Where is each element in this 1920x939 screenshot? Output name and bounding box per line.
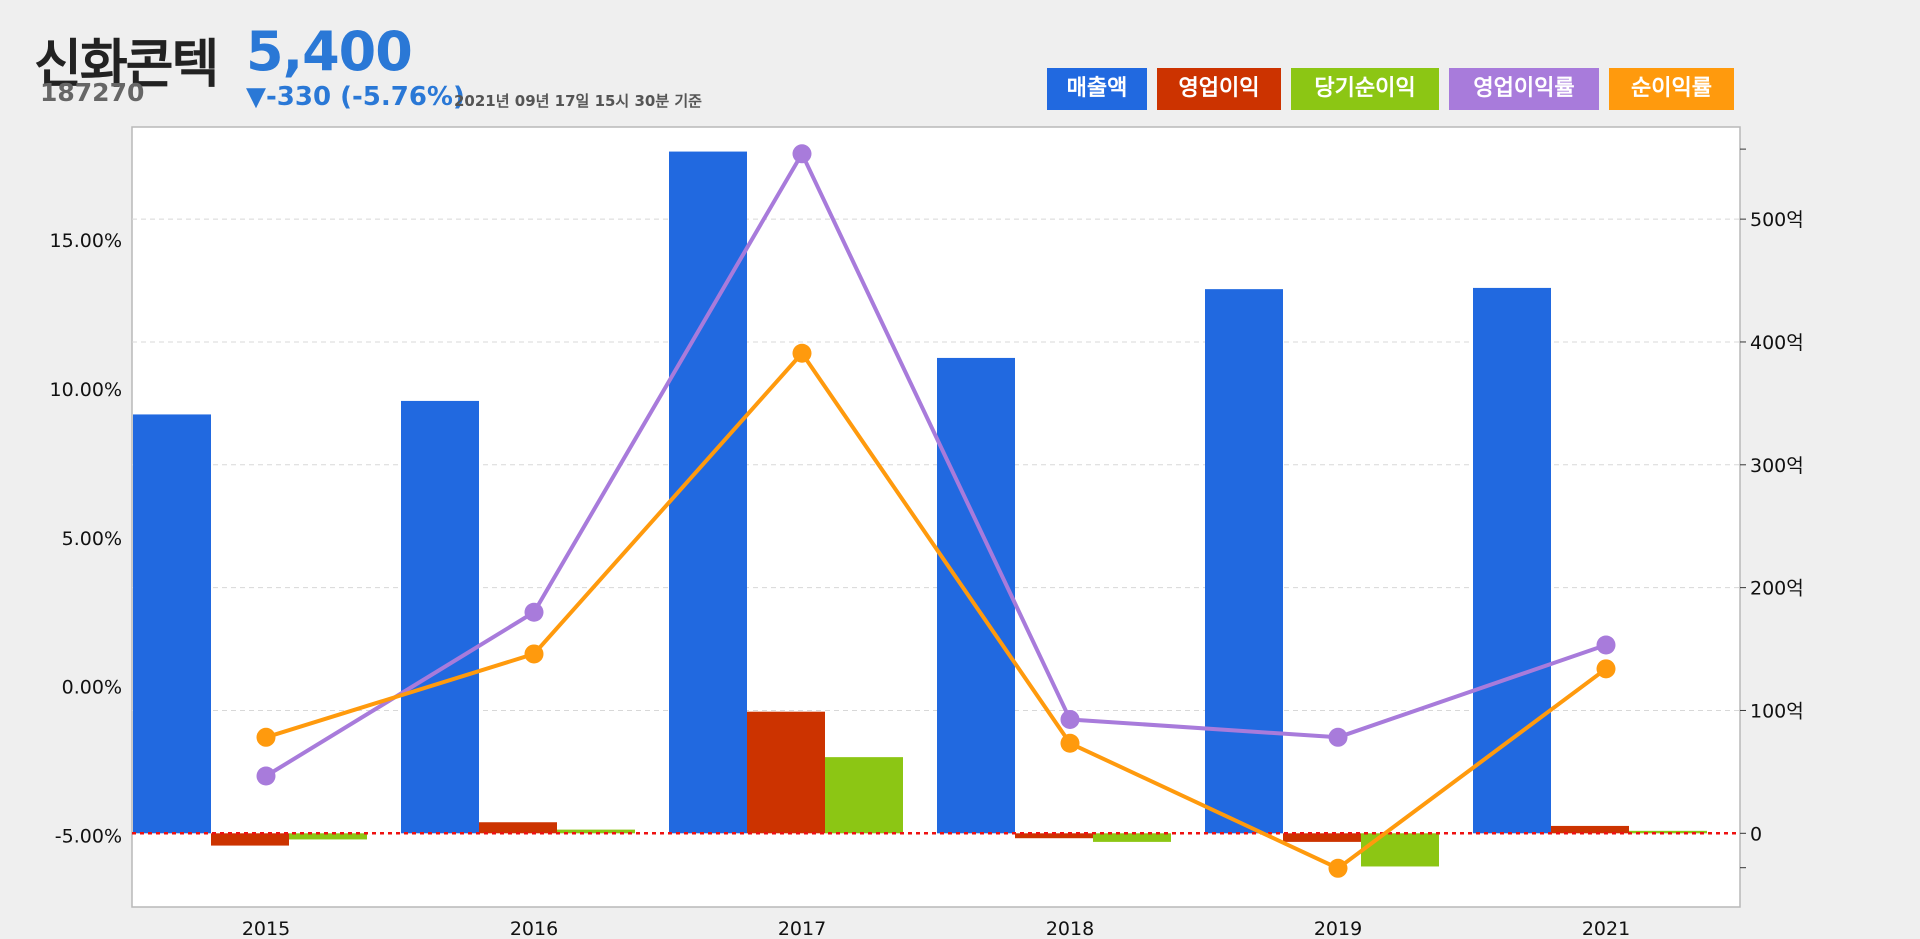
x-axis-tick-label: 2016: [510, 918, 558, 939]
point-순이익률-2018: [1060, 733, 1080, 753]
bar-매출액-2017: [669, 151, 747, 834]
point-순이익률-2017: [792, 343, 812, 363]
x-axis-tick-label: 2015: [242, 918, 290, 939]
legend-item-net-margin[interactable]: 순이익률: [1609, 68, 1734, 110]
point-순이익률-2016: [524, 644, 544, 664]
bar-매출액-2016: [401, 400, 479, 834]
bar-매출액-2021: [1473, 287, 1551, 834]
price-change: ▼-330 (-5.76%): [246, 82, 465, 112]
x-axis-tick-label: 2018: [1046, 918, 1094, 939]
bar-매출액-2019: [1205, 289, 1283, 834]
bar-매출액-2018: [937, 357, 1015, 834]
point-순이익률-2015: [256, 727, 276, 747]
legend-item-net-income[interactable]: 당기순이익: [1291, 68, 1439, 110]
x-axis-tick-label: 2017: [778, 918, 826, 939]
point-영업이익률-2021: [1596, 635, 1616, 655]
x-axis-tick-label: 2021: [1582, 918, 1630, 939]
right-axis-tick-label: 300억: [1750, 455, 1804, 477]
x-axis-tick-label: 2019: [1314, 918, 1362, 939]
bar-영업이익-2018: [1015, 833, 1093, 839]
bar-영업이익-2017: [747, 711, 825, 834]
right-axis-tick-label: 400억: [1750, 332, 1804, 354]
bar-당기순이익-2017: [825, 757, 903, 834]
left-axis-tick-label: 10.00%: [50, 379, 122, 401]
left-axis-tick-label: 0.00%: [62, 677, 122, 699]
bar-당기순이익-2018: [1093, 833, 1171, 842]
bar-영업이익-2019: [1283, 833, 1361, 842]
point-순이익률-2021: [1596, 659, 1616, 679]
right-axis-tick-label: 0: [1750, 823, 1762, 845]
point-영업이익률-2015: [256, 766, 276, 786]
bar-영업이익-2016: [479, 822, 557, 834]
point-영업이익률-2016: [524, 602, 544, 622]
company-name: 신화콘텍: [34, 35, 219, 95]
legend: 매출액 영업이익 당기순이익 영업이익률 순이익률: [0, 68, 1920, 112]
right-axis-tick-label: 200억: [1750, 578, 1804, 600]
bar-영업이익-2021: [1551, 825, 1629, 834]
bar-당기순이익-2016: [557, 829, 635, 834]
header: 신화콘텍 187270 5,400 ▼-330 (-5.76%) 2021년 0…: [0, 0, 1920, 125]
left-axis-tick-label: 15.00%: [50, 230, 122, 252]
legend-item-operating-profit[interactable]: 영업이익: [1157, 68, 1281, 110]
point-영업이익률-2019: [1328, 727, 1348, 747]
point-영업이익률-2017: [792, 144, 812, 164]
legend-item-revenue[interactable]: 매출액: [1047, 68, 1147, 110]
plot-area: [131, 126, 1741, 908]
point-영업이익률-2018: [1060, 709, 1080, 729]
right-axis-tick-label: 500억: [1750, 209, 1804, 231]
legend-item-operating-margin[interactable]: 영업이익률: [1449, 68, 1599, 110]
ticker-code: 187270: [40, 78, 145, 107]
right-axis-tick-label: 100억: [1750, 700, 1804, 722]
bar-영업이익-2015: [211, 833, 289, 846]
line-영업이익률: [264, 151, 1607, 778]
line-순이익률: [265, 351, 1608, 871]
bar-당기순이익-2019: [1361, 833, 1439, 867]
left-axis-tick-label: 5.00%: [62, 528, 122, 550]
bar-당기순이익-2015: [289, 833, 367, 840]
as-of-timestamp: 2021년 09년 17일 15시 30분 기준: [454, 92, 702, 110]
bar-매출액-2015: [133, 414, 211, 834]
left-axis-tick-label: -5.00%: [55, 826, 122, 848]
point-순이익률-2019: [1328, 858, 1348, 878]
current-price: 5,400: [246, 20, 413, 83]
